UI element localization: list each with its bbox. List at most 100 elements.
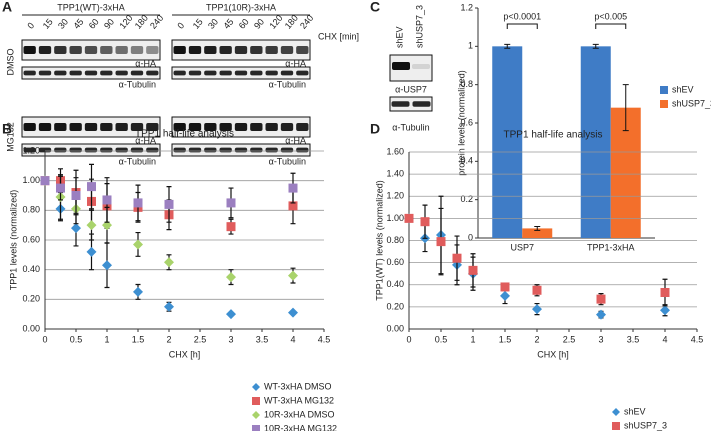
blot-band (391, 101, 410, 107)
annotation: p<0.005 (594, 11, 627, 21)
lane-label: 60 (237, 17, 251, 31)
antibody-label: α-Tubulin (269, 156, 306, 166)
x-tick-label: 2 (534, 334, 539, 344)
blot-band (130, 46, 144, 54)
point (468, 265, 478, 275)
blot-band (23, 70, 36, 76)
blot-band (173, 123, 186, 131)
y-axis-label: protein levels (normalized) (456, 70, 466, 176)
antibody-label: α-HA (285, 135, 306, 145)
y-tick-label: 0.00 (22, 323, 40, 333)
blot-band (412, 64, 430, 69)
legend-label: WT-3xHA DMSO (264, 381, 332, 391)
point (86, 220, 97, 231)
blot-band (280, 70, 294, 76)
bracket (506, 23, 538, 29)
y-axis-label: TPP1 levels (normalized) (8, 190, 18, 291)
point (500, 290, 510, 301)
blot-band (54, 147, 67, 153)
point (164, 301, 174, 312)
point (452, 253, 462, 263)
y-tick-label: 1 (468, 41, 473, 51)
y-tick-label: 1.00 (22, 175, 40, 185)
panel-letter: D (370, 121, 380, 137)
antibody-label: α-USP7 (395, 84, 427, 94)
point (288, 183, 298, 193)
blot-band (146, 46, 159, 54)
sample-label: shEV (394, 26, 404, 48)
lane-label: 60 (87, 17, 101, 31)
blot-band (265, 147, 278, 153)
legend-swatch (612, 408, 620, 416)
point (102, 195, 112, 205)
blot-frame (389, 96, 433, 112)
error-bar (592, 43, 599, 49)
y-tick-label: 1.40 (386, 169, 404, 179)
blot-band (100, 123, 113, 131)
blot-band (173, 46, 186, 54)
x-tick-label: 0 (42, 334, 47, 344)
antibody-label: α-Tubulin (119, 79, 156, 89)
x-tick-label: 4.5 (691, 334, 704, 344)
y-tick-label: 1.00 (386, 213, 404, 223)
blot-band (188, 147, 202, 153)
blot-band (115, 70, 128, 76)
blot-band (69, 70, 82, 76)
blot-band (115, 46, 128, 54)
antibody-label: α-Tubulin (119, 156, 156, 166)
blot-band (38, 46, 52, 54)
blot-band (54, 46, 67, 54)
legend-swatch (660, 86, 668, 94)
blot-band (204, 147, 217, 153)
blot-band (219, 46, 232, 54)
blot-band (250, 147, 263, 153)
lane-label: 30 (206, 17, 220, 31)
point (288, 270, 298, 281)
point (500, 282, 510, 292)
panel-letter: A (2, 0, 12, 15)
blot-band (234, 46, 248, 54)
blot-band (219, 123, 232, 131)
point (288, 201, 298, 211)
lane-label: 90 (252, 17, 266, 31)
x-tick-label: 1.5 (132, 334, 145, 344)
point (133, 239, 143, 250)
panel-letter: C (370, 0, 380, 15)
blot-band (296, 46, 309, 54)
group-label: TPP1(10R)-3xHA (206, 2, 276, 12)
sample-label: shUSP7_3 (414, 5, 424, 48)
blot-band (100, 46, 113, 54)
point (56, 183, 65, 193)
x-tick-label: 2.5 (563, 334, 576, 344)
lane-label: 180 (133, 13, 150, 31)
x-tick-label: 3 (228, 334, 233, 344)
antibody-label: α-HA (285, 58, 306, 68)
blot-band (280, 123, 294, 131)
blot-band (130, 70, 144, 76)
blot-band (204, 123, 217, 131)
lane-label: 45 (71, 17, 85, 31)
blot-band (265, 46, 278, 54)
blot-band (173, 70, 186, 76)
y-tick-label: 0.40 (386, 279, 404, 289)
point (532, 285, 542, 295)
y-tick-label: 0.20 (386, 301, 404, 311)
x-axis-label: CHX [h] (537, 349, 569, 359)
blot-band (204, 46, 217, 54)
x-tick-label: 3 (598, 334, 603, 344)
point (420, 217, 430, 227)
annotation: p<0.0001 (503, 11, 541, 21)
x-tick-label: 1 (470, 334, 475, 344)
x-tick-label: USP7 (510, 242, 534, 252)
point (288, 307, 298, 318)
x-tick-label: 0.5 (70, 334, 83, 344)
legend-swatch (252, 397, 260, 405)
legend-swatch (660, 100, 668, 108)
blot-band (234, 123, 248, 131)
y-tick-label: 1.60 (386, 146, 404, 156)
error-bar (622, 84, 629, 132)
point (86, 246, 97, 257)
blot-band (100, 147, 113, 153)
legend-swatch (252, 411, 260, 419)
